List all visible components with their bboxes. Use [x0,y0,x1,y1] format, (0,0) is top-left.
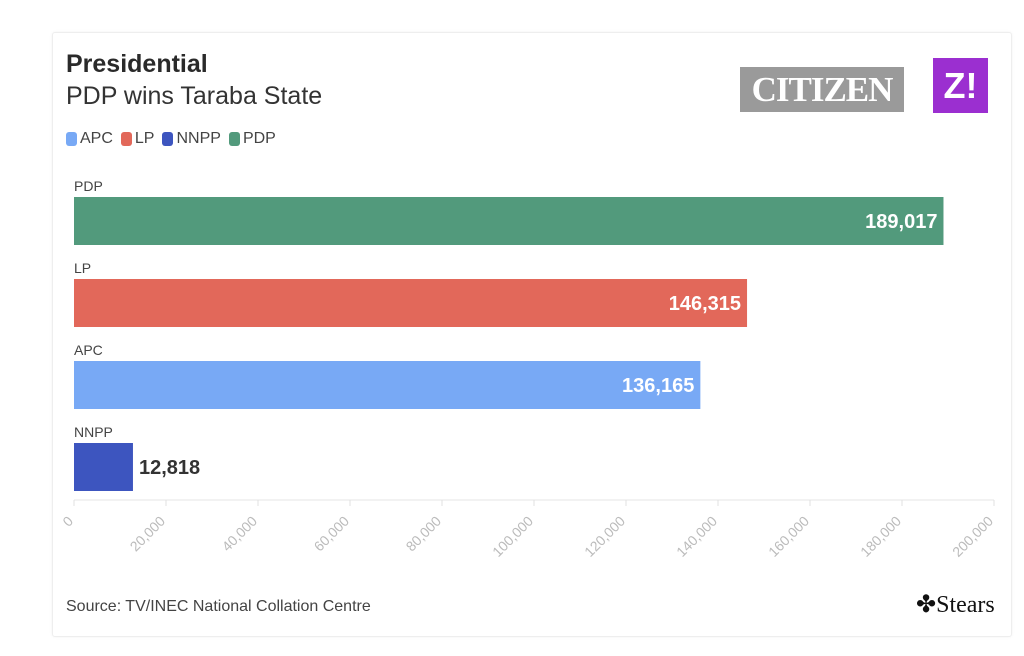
x-tick-label: 160,000 [765,513,812,560]
bar-category-label: PDP [74,178,103,194]
legend-label: PDP [242,130,276,147]
legend-swatch [228,132,240,146]
stears-logo: ✤Stears [916,590,995,619]
bar-value-label: 136,165 [622,375,694,397]
bar-pdp [74,197,944,245]
zikoko-logo: Z! [933,58,988,113]
x-tick-label: 0 [59,513,76,530]
stears-mark-icon: ✤ [916,592,937,618]
legend-item-apc: APC [66,130,113,148]
bar-value-label: 189,017 [865,211,937,233]
legend-item-pdp: PDP [228,130,276,148]
bar-category-label: APC [74,342,103,358]
legend-item-nnpp: NNPP [162,130,221,148]
x-tick-label: 140,000 [673,513,720,560]
bar-value-label: 146,315 [669,293,741,315]
bar-apc [74,361,701,409]
chart-subtitle: PDP wins Taraba State [66,82,323,110]
bar-value-label: 12,818 [139,457,200,479]
x-tick-label: 100,000 [489,513,536,560]
x-tick-label: 60,000 [311,513,353,555]
bar-nnpp [74,443,133,491]
legend-swatch [120,132,132,146]
bar-category-label: NNPP [74,424,113,440]
stears-text: Stears [936,592,995,618]
legend: APC LP NNPP PDP [66,130,276,148]
bar-lp [74,279,748,327]
source-note: Source: TV/INEC National Collation Centr… [66,598,371,615]
legend-label: NNPP [176,130,221,147]
x-tick-label: 80,000 [403,513,445,555]
x-tick-label: 120,000 [581,513,628,560]
x-tick-label: 200,000 [949,513,996,560]
chart-card [52,32,1012,637]
legend-label: LP [134,130,155,147]
chart-title: Presidential [66,50,208,78]
legend-item-lp: LP [120,130,155,148]
x-tick-label: 20,000 [127,513,169,555]
citizen-logo: CITIZEN [740,67,904,112]
legend-swatch [66,132,77,146]
legend-label: APC [80,130,113,147]
bar-category-label: LP [74,260,91,276]
legend-swatch [162,132,174,146]
x-tick-label: 40,000 [219,513,261,555]
x-tick-label: 180,000 [857,513,904,560]
